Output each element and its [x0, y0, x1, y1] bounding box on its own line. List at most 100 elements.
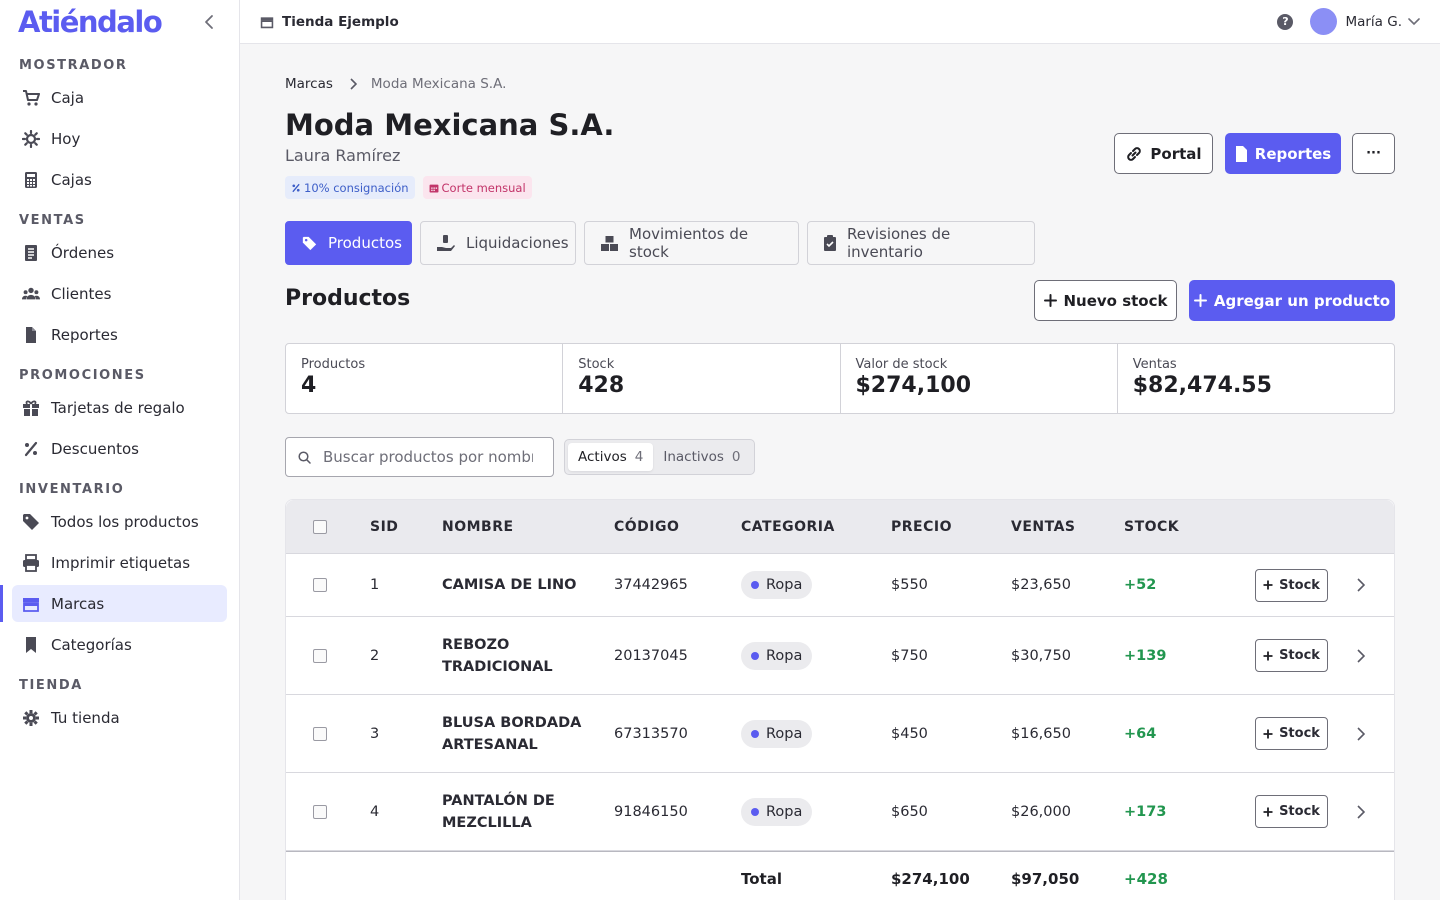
column-header[interactable]: PRECIO	[891, 518, 952, 535]
stat-products: Productos 4	[286, 344, 564, 413]
category-label: Ropa	[766, 803, 803, 820]
select-all-checkbox[interactable]	[313, 519, 327, 534]
new-stock-button[interactable]: Nuevo stock	[1034, 280, 1177, 321]
portal-button-label: Portal	[1150, 144, 1202, 163]
cell-stock: +173	[1124, 803, 1167, 820]
table-row[interactable]: 3 BLUSA BORDADA ARTESANAL 67313570 Ropa …	[286, 695, 1394, 773]
tab-productos[interactable]: Productos	[285, 221, 412, 265]
cell-sid: 4	[370, 803, 380, 820]
sun-gear-icon	[22, 129, 40, 148]
sidebar-item-clientes[interactable]: Clientes	[12, 275, 227, 312]
reports-button[interactable]: Reportes	[1225, 133, 1341, 174]
cell-sid: 3	[370, 725, 380, 742]
add-stock-button[interactable]: Stock	[1255, 795, 1328, 828]
sidebar-item-ordenes[interactable]: Órdenes	[12, 234, 227, 271]
cell-price: $650	[891, 803, 928, 820]
sidebar-item-label: Categorías	[51, 635, 132, 654]
reports-button-label: Reportes	[1254, 144, 1332, 163]
sidebar-item-cajas[interactable]: Cajas	[12, 161, 227, 198]
sidebar-item-caja[interactable]: Caja	[12, 79, 227, 116]
sidebar-item-tarjetas-de-regalo[interactable]: Tarjetas de regalo	[12, 389, 227, 426]
app-logo[interactable]: Atiéndalo	[18, 5, 163, 39]
stat-value: 4	[301, 373, 317, 398]
tab-label: Revisiones de inventario	[847, 225, 951, 261]
row-checkbox[interactable]	[313, 578, 327, 592]
chevron-right-icon[interactable]	[1357, 726, 1365, 741]
sidebar-item-label: Clientes	[51, 284, 112, 303]
file-icon	[1235, 145, 1248, 162]
clipboard-check-icon	[824, 235, 836, 251]
row-checkbox[interactable]	[313, 648, 327, 663]
column-header[interactable]: NOMBRE	[442, 518, 514, 535]
file-icon	[22, 326, 40, 344]
chevron-right-icon[interactable]	[1357, 648, 1365, 663]
nav-section-title: TIENDA	[19, 678, 83, 693]
filter-inactive[interactable]: Inactivos 0	[653, 443, 750, 471]
sidebar-item-imprimir-etiquetas[interactable]: Imprimir etiquetas	[12, 544, 227, 581]
add-stock-button[interactable]: Stock	[1255, 717, 1328, 750]
gear-icon	[22, 709, 40, 727]
store-name: Tienda Ejemplo	[282, 13, 399, 30]
sidebar-item-tu-tienda[interactable]: Tu tienda	[12, 699, 227, 736]
search-icon	[298, 450, 311, 464]
table-footer: Total $274,100 $97,050 +428	[286, 851, 1394, 900]
products-actions: Nuevo stock Agregar un producto	[1034, 280, 1395, 321]
cell-sales: $26,000	[1011, 803, 1071, 820]
receipt-icon	[22, 244, 40, 262]
column-header[interactable]: CATEGORIA	[741, 518, 835, 535]
chevron-down-icon[interactable]	[1408, 17, 1420, 26]
column-header[interactable]: CÓDIGO	[614, 518, 680, 535]
user-name[interactable]: María G.	[1345, 13, 1402, 30]
stat-value: 428	[578, 373, 625, 398]
store-selector[interactable]: Tienda Ejemplo	[260, 14, 399, 30]
table-row[interactable]: 1 CAMISA DE LINO 37442965 Ropa $550 $23,…	[286, 554, 1394, 617]
filter-count: 4	[634, 449, 644, 465]
cell-price: $750	[891, 647, 928, 664]
chevron-right-icon[interactable]	[1357, 804, 1365, 819]
gift-icon	[22, 399, 40, 417]
calculator-icon	[22, 171, 40, 189]
sidebar-item-todos-los-productos[interactable]: Todos los productos	[12, 503, 227, 540]
row-checkbox[interactable]	[313, 726, 327, 741]
add-stock-button[interactable]: Stock	[1255, 639, 1328, 672]
filter-active[interactable]: Activos 4	[568, 443, 654, 471]
chevron-right-icon[interactable]	[1357, 578, 1365, 592]
column-header[interactable]: STOCK	[1124, 518, 1180, 535]
sidebar-item-reportes[interactable]: Reportes	[12, 316, 227, 353]
help-icon[interactable]: ?	[1277, 13, 1294, 30]
table-header: SID NOMBRE CÓDIGO CATEGORIA PRECIO VENTA…	[286, 500, 1394, 554]
stock-button-label: Stock	[1279, 648, 1320, 663]
add-stock-button[interactable]: Stock	[1255, 568, 1328, 602]
add-product-button[interactable]: Agregar un producto	[1189, 280, 1395, 321]
portal-button[interactable]: Portal	[1114, 133, 1213, 174]
collapse-sidebar-button[interactable]	[199, 12, 219, 32]
more-options-button[interactable]: ···	[1352, 133, 1395, 174]
tab-revisiones-de-inventario[interactable]: Revisiones de inventario	[807, 221, 1035, 265]
row-checkbox[interactable]	[313, 804, 327, 819]
column-header[interactable]: VENTAS	[1011, 518, 1076, 535]
table-row[interactable]: 2 REBOZO TRADICIONAL 20137045 Ropa $750 …	[286, 617, 1394, 695]
search-input[interactable]	[323, 448, 533, 466]
breadcrumb-link-marcas[interactable]: Marcas	[285, 76, 333, 92]
cell-name: BLUSA BORDADA ARTESANAL	[442, 714, 582, 753]
tab-label: Movimientos de stock	[629, 225, 749, 261]
category-label: Ropa	[766, 577, 803, 593]
stat-stock: Stock 428	[563, 344, 841, 413]
sidebar-item-marcas[interactable]: Marcas	[0, 585, 227, 622]
column-header[interactable]: SID	[370, 518, 399, 535]
tab-movimientos-de-stock[interactable]: Movimientos de stock	[584, 221, 799, 265]
cell-name: REBOZO TRADICIONAL	[442, 636, 553, 675]
cell-sid: 2	[370, 647, 380, 664]
tab-liquidaciones[interactable]: Liquidaciones	[420, 221, 576, 265]
avatar[interactable]	[1310, 8, 1338, 35]
plus-icon	[1263, 807, 1273, 817]
sidebar-item-descuentos[interactable]: Descuentos	[12, 430, 227, 467]
sidebar-item-categorias[interactable]: Categorías	[12, 626, 227, 663]
sidebar-item-hoy[interactable]: Hoy	[12, 120, 227, 157]
table-row[interactable]: 4 PANTALÓN DE MEZCLILLA 91846150 Ropa $6…	[286, 773, 1394, 851]
breadcrumb: Marcas Moda Mexicana S.A.	[285, 76, 506, 92]
products-section-title: Productos	[285, 286, 411, 311]
filter-label: Inactivos	[663, 449, 724, 465]
percent-icon	[22, 440, 40, 458]
sidebar-item-label: Órdenes	[51, 243, 115, 262]
